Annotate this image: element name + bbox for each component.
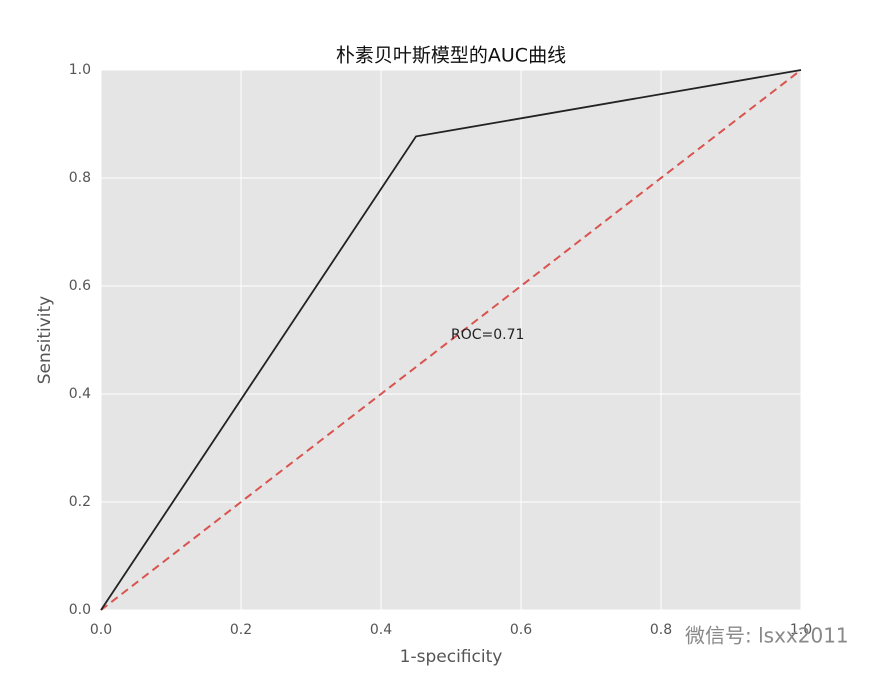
y-tick-label: 0.0: [69, 602, 91, 618]
x-tick-label: 0.8: [650, 622, 672, 638]
y-tick-label: 1.0: [69, 62, 91, 78]
chart-title: 朴素贝叶斯模型的AUC曲线: [336, 45, 566, 67]
x-axis-label: 1-specificity: [400, 647, 503, 667]
y-tick-label: 0.8: [69, 170, 91, 186]
watermark: 微信号: lsxx2011: [685, 624, 849, 648]
y-tick-label: 0.2: [69, 494, 91, 510]
x-tick-label: 1.0: [790, 622, 812, 638]
y-tick-label: 0.4: [69, 386, 91, 402]
series-line: [100, 69, 802, 611]
x-tick-label: 0.4: [370, 622, 392, 638]
annotation: ROC=0.71: [451, 327, 524, 343]
x-tick-label: 0.2: [230, 622, 252, 638]
y-tick-label: 0.6: [69, 278, 91, 294]
x-tick-label: 0.0: [90, 622, 112, 638]
series-line: [100, 69, 802, 611]
y-axis-label: Sensitivity: [35, 296, 55, 385]
x-tick-label: 0.6: [510, 622, 532, 638]
